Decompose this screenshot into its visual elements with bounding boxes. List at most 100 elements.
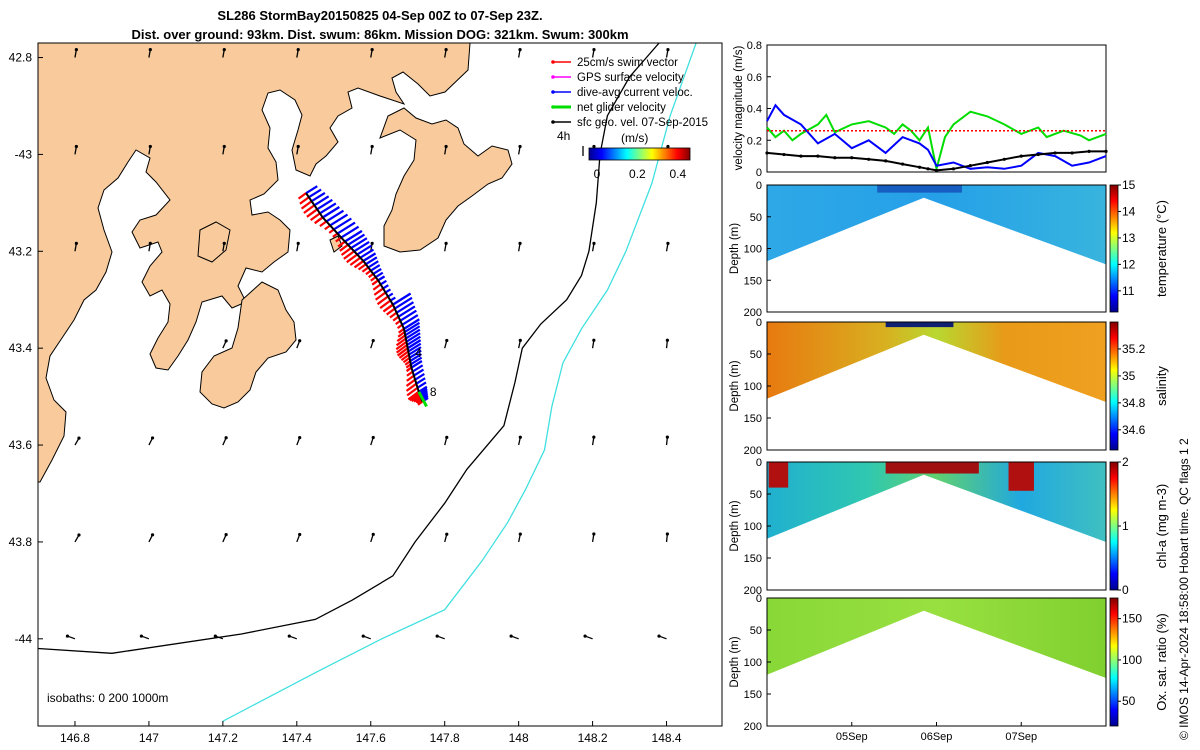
sfc-velocity-arrowhead — [224, 436, 228, 440]
sfc-velocity-arrowhead — [74, 241, 78, 246]
glider-track — [305, 192, 424, 402]
dive-avg-current-vectors-vector — [406, 335, 421, 346]
legend-label: net glider velocity — [577, 102, 666, 114]
velocity-point — [934, 168, 939, 173]
section-colorbar-tick-label: 12 — [1122, 257, 1136, 271]
velocity-point — [1070, 151, 1074, 155]
sfc-velocity-arrowhead — [518, 338, 522, 342]
legend-label: 25cm/s swim vector — [577, 57, 678, 69]
dive-avg-current-vectors-vector — [404, 321, 421, 333]
sfc-velocity-arrowhead — [74, 48, 78, 52]
sfc-velocity-arrowhead — [666, 144, 670, 149]
swim-vectors-vector — [386, 307, 396, 316]
dive-avg-current-vectors-vector — [413, 368, 425, 377]
velocity-ytick-label: 0.4 — [747, 104, 762, 116]
dive-avg-current-vectors-vector — [305, 185, 318, 195]
figure-title-line1: SL286 StormBay20150825 04-Sep 00Z to 07-… — [217, 8, 543, 23]
swim-vectors-vector — [370, 276, 377, 282]
swim-vectors-vector — [406, 386, 419, 397]
section-surface-anomaly — [877, 185, 962, 193]
section-ytick-label: 150 — [744, 275, 762, 287]
sfc-velocity-arrowhead — [665, 532, 669, 536]
swim-vectors-vector — [353, 260, 365, 269]
map-frame — [37, 42, 723, 727]
sfc-velocity-arrowhead — [222, 144, 226, 149]
swim-vectors-vector — [389, 311, 398, 319]
velocity-axes — [766, 44, 1107, 173]
map-ytick-label: 43.8 — [9, 535, 33, 549]
dive-avg-current-vectors-vector — [410, 360, 423, 369]
dive-avg-current-vectors-vector — [308, 188, 322, 199]
sfc-velocity-arrowhead — [592, 241, 596, 246]
section-ytick-label: 50 — [750, 625, 762, 637]
section-ytick-label: 100 — [744, 521, 762, 533]
section-fill-oxy — [767, 598, 1106, 678]
dive-avg-current-vectors-vector — [394, 296, 413, 310]
map-ytick-label: 42.8 — [9, 51, 33, 65]
swim-vectors-vector — [343, 250, 355, 260]
dive-avg-current-vectors-vector — [353, 240, 370, 253]
velocity-ytick-label: 0.2 — [747, 135, 762, 147]
section-colorbar-label: Ox. sat. ratio (%) — [1154, 613, 1169, 711]
velocity-point — [1002, 157, 1006, 161]
velocity-ytick-label: 0 — [756, 167, 762, 179]
dive-avg-current-vectors-vector — [409, 353, 422, 363]
legend-label: GPS surface velocity — [577, 72, 684, 84]
section-colorbar-tick-label: 50 — [1122, 694, 1136, 708]
swim-vectors-vector — [395, 340, 408, 351]
velocity-line-sfc-geo-vel- — [766, 150, 1106, 172]
dive-avg-current-vectors-vector — [362, 252, 377, 262]
landmass-forestier-peninsula — [379, 107, 513, 253]
swim-vectors-vector — [376, 295, 389, 306]
sfc-velocity-arrowhead — [370, 144, 374, 149]
map-ytick-label: -43 — [15, 147, 33, 161]
swim-vectors-vector — [340, 247, 352, 256]
day-marker-label: 4 — [415, 346, 422, 360]
legend-swatch-head — [551, 90, 555, 94]
swim-vectors-vector — [411, 394, 421, 402]
section-ytick-label: 50 — [750, 212, 762, 224]
dive-avg-current-vectors-vector — [365, 256, 378, 266]
section-colorbar-tick-label: 11 — [1122, 284, 1135, 298]
swim-vectors-vector — [396, 334, 406, 342]
dive-avg-current-vectors-vector — [347, 233, 366, 246]
sfc-velocity-arrowhead — [657, 634, 661, 638]
sfc-velocity-arrowhead — [445, 532, 449, 536]
swim-vectors-vector — [346, 253, 358, 264]
dive-avg-current-vectors-vector — [401, 314, 419, 326]
sfc-velocity-arrowhead — [445, 338, 449, 343]
map-ytick-label: -44 — [15, 632, 33, 646]
isobath-200m — [38, 43, 660, 654]
section-colorbar-tick-label: 0 — [1122, 583, 1129, 597]
section-fill-temp — [767, 185, 1106, 265]
sfc-velocity-arrowhead — [592, 338, 596, 342]
map-xtick-label: 148.2 — [578, 731, 608, 745]
dive-avg-current-vectors-vector — [392, 292, 412, 306]
dive-avg-current-vectors-vector — [396, 301, 415, 314]
sfc-velocity-arrowhead — [296, 48, 300, 52]
swim-vectors-vector — [361, 266, 369, 273]
dive-avg-current-vectors-vector — [397, 305, 416, 318]
section-ytick-label: 0 — [756, 457, 762, 469]
dive-avg-current-vectors-vector — [407, 342, 422, 353]
dive-avg-current-vectors-vector — [316, 198, 333, 211]
sfc-velocity-arrowhead — [213, 634, 217, 638]
sfc-velocity-arrowhead — [509, 634, 513, 638]
swim-vectors-vector — [379, 299, 392, 309]
dive-avg-current-vectors-vector — [359, 248, 375, 259]
velocity-point — [1036, 152, 1040, 157]
swim-vectors-vector — [372, 283, 382, 291]
dive-avg-current-vectors-vector — [336, 221, 356, 235]
map-xtick-label: 148.4 — [652, 731, 682, 745]
swim-vectors-vector — [402, 356, 411, 364]
swim-vectors-vector — [398, 350, 409, 359]
dive-avg-current-vectors-vector — [405, 332, 421, 343]
section-xtick-label: 07Sep — [1005, 731, 1037, 743]
sfc-velocity-arrowhead — [224, 533, 228, 537]
sfc-velocity-arrowhead — [666, 241, 670, 246]
swim-vectors-vector — [400, 353, 410, 361]
velocity-point — [951, 167, 956, 171]
section-colorbar-tick-label: 35 — [1122, 369, 1136, 383]
sfc-velocity-arrowhead — [361, 634, 365, 638]
landmass-island — [197, 221, 231, 263]
